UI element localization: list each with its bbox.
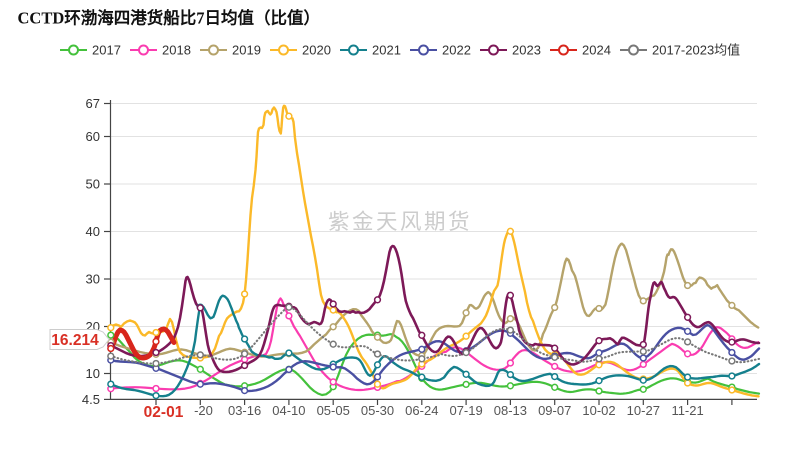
svg-text:-20: -20 <box>194 403 213 418</box>
svg-text:30: 30 <box>86 272 100 287</box>
svg-text:10-27: 10-27 <box>627 403 660 418</box>
svg-text:16.214: 16.214 <box>51 332 99 349</box>
svg-text:05-30: 05-30 <box>361 403 394 418</box>
svg-text:紫金天风期货: 紫金天风期货 <box>328 210 472 234</box>
svg-text:2021: 2021 <box>372 43 401 58</box>
svg-text:2020: 2020 <box>302 43 331 58</box>
svg-text:05-05: 05-05 <box>317 403 350 418</box>
svg-text:2018: 2018 <box>162 43 191 58</box>
svg-text:02-01: 02-01 <box>144 404 184 421</box>
svg-text:40: 40 <box>86 224 100 239</box>
svg-text:2019: 2019 <box>232 43 261 58</box>
svg-text:2024: 2024 <box>582 43 611 58</box>
svg-text:10-02: 10-02 <box>582 403 615 418</box>
svg-text:08-13: 08-13 <box>494 403 527 418</box>
svg-text:2017-2023均值: 2017-2023均值 <box>652 43 740 58</box>
svg-text:50: 50 <box>86 177 100 192</box>
svg-text:2017: 2017 <box>92 43 121 58</box>
svg-text:04-10: 04-10 <box>272 403 305 418</box>
svg-text:09-07: 09-07 <box>538 403 571 418</box>
svg-text:CCTD环渤海四港货船比7日均值（比值）: CCTD环渤海四港货船比7日均值（比值） <box>18 8 321 28</box>
svg-text:4.5: 4.5 <box>82 392 100 407</box>
svg-text:67: 67 <box>86 96 100 111</box>
svg-text:10: 10 <box>86 366 100 381</box>
svg-text:60: 60 <box>86 129 100 144</box>
svg-text:2023: 2023 <box>512 43 541 58</box>
svg-text:07-19: 07-19 <box>449 403 482 418</box>
svg-text:2022: 2022 <box>442 43 471 58</box>
svg-text:11-21: 11-21 <box>671 403 703 418</box>
svg-text:06-24: 06-24 <box>405 403 438 418</box>
svg-text:03-16: 03-16 <box>228 403 261 418</box>
